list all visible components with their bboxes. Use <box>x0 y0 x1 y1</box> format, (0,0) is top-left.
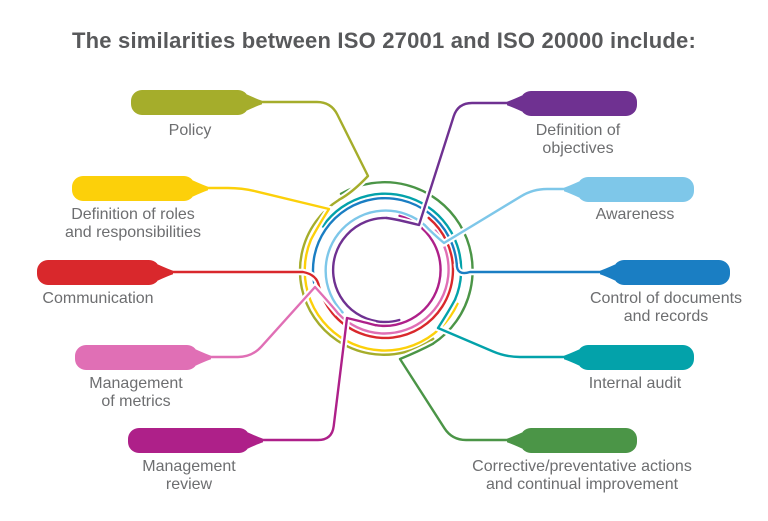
pill-tail-control-docs <box>600 264 615 281</box>
connector-casing-internal-audit <box>433 298 564 361</box>
label-line: and records <box>623 308 709 325</box>
ring-arc-policy <box>298 198 435 356</box>
ring-arc-objectives <box>331 216 401 324</box>
pill-tail-roles <box>193 180 208 197</box>
pill-internal-audit <box>577 345 694 370</box>
label-internal-audit: Internal audit <box>545 375 725 393</box>
label-line: Management <box>89 375 183 392</box>
ring-arc-internal-audit <box>321 192 463 301</box>
connector-casing-policy <box>262 98 372 203</box>
label-corrective: Corrective/preventative actions and cont… <box>432 458 732 494</box>
label-metrics: Management of metrics <box>46 375 226 411</box>
label-control-docs: Control of documents and records <box>566 290 766 326</box>
pill-review <box>128 428 250 453</box>
ring-arc-control-docs <box>311 197 458 288</box>
connector-objectives <box>385 101 509 227</box>
diagram-title: The similarities between ISO 27001 and I… <box>72 28 696 53</box>
connector-roles <box>206 186 331 242</box>
pill-tail-communication <box>158 264 173 281</box>
label-communication: Communication <box>0 290 196 308</box>
connector-communication <box>171 270 321 288</box>
pill-tail-policy <box>247 94 262 111</box>
connector-metrics <box>209 285 340 359</box>
pill-tail-corrective <box>507 432 522 449</box>
pill-tail-review <box>248 432 263 449</box>
pill-control-docs <box>613 260 730 285</box>
connector-policy <box>260 100 370 201</box>
label-line: review <box>165 476 213 493</box>
pill-tail-metrics <box>196 349 211 366</box>
connector-corrective <box>398 342 509 442</box>
connector-awareness <box>423 187 566 245</box>
pill-tail-internal-audit <box>564 349 579 366</box>
label-line: Definition of roles <box>71 206 195 223</box>
label-policy: Policy <box>110 122 270 140</box>
pill-policy <box>131 90 249 115</box>
label-line: Internal audit <box>588 375 682 392</box>
label-line: Corrective/preventative actions <box>472 458 692 475</box>
pill-roles <box>72 176 195 201</box>
connector-casing-corrective <box>395 340 507 444</box>
ring-arc-awareness <box>324 209 427 314</box>
pill-objectives <box>520 91 637 116</box>
label-line: and continual improvement <box>485 476 679 493</box>
connector-casing-review <box>263 313 377 444</box>
ring-arc-corrective <box>339 181 474 345</box>
connector-casing-communication <box>173 268 323 288</box>
label-line: objectives <box>542 140 614 157</box>
ring-arc-communication <box>317 216 455 340</box>
connector-control-docs <box>455 262 602 275</box>
label-line: Communication <box>42 290 154 307</box>
label-line: Policy <box>168 122 212 139</box>
label-line: Awareness <box>595 206 675 223</box>
label-line: Management <box>142 458 236 475</box>
pill-awareness <box>577 177 694 202</box>
connector-casing-metrics <box>211 282 341 361</box>
label-review: Management review <box>99 458 279 494</box>
label-awareness: Awareness <box>545 206 725 224</box>
pill-tail-awareness <box>564 181 579 198</box>
connector-casing-awareness <box>422 185 564 247</box>
label-line: Control of documents <box>589 290 743 307</box>
label-roles: Definition of roles and responsibilities <box>23 206 243 242</box>
pill-corrective <box>520 428 637 453</box>
connector-review <box>261 316 377 442</box>
label-line: and responsibilities <box>64 224 202 241</box>
label-objectives: Definition of objectives <box>488 122 668 158</box>
pill-communication <box>37 260 160 285</box>
label-line: of metrics <box>101 393 171 410</box>
connector-internal-audit <box>436 298 566 359</box>
pill-tail-objectives <box>507 95 522 112</box>
pill-metrics <box>75 345 198 370</box>
label-line: Definition of <box>535 122 621 139</box>
ring-arc-metrics <box>337 229 450 335</box>
